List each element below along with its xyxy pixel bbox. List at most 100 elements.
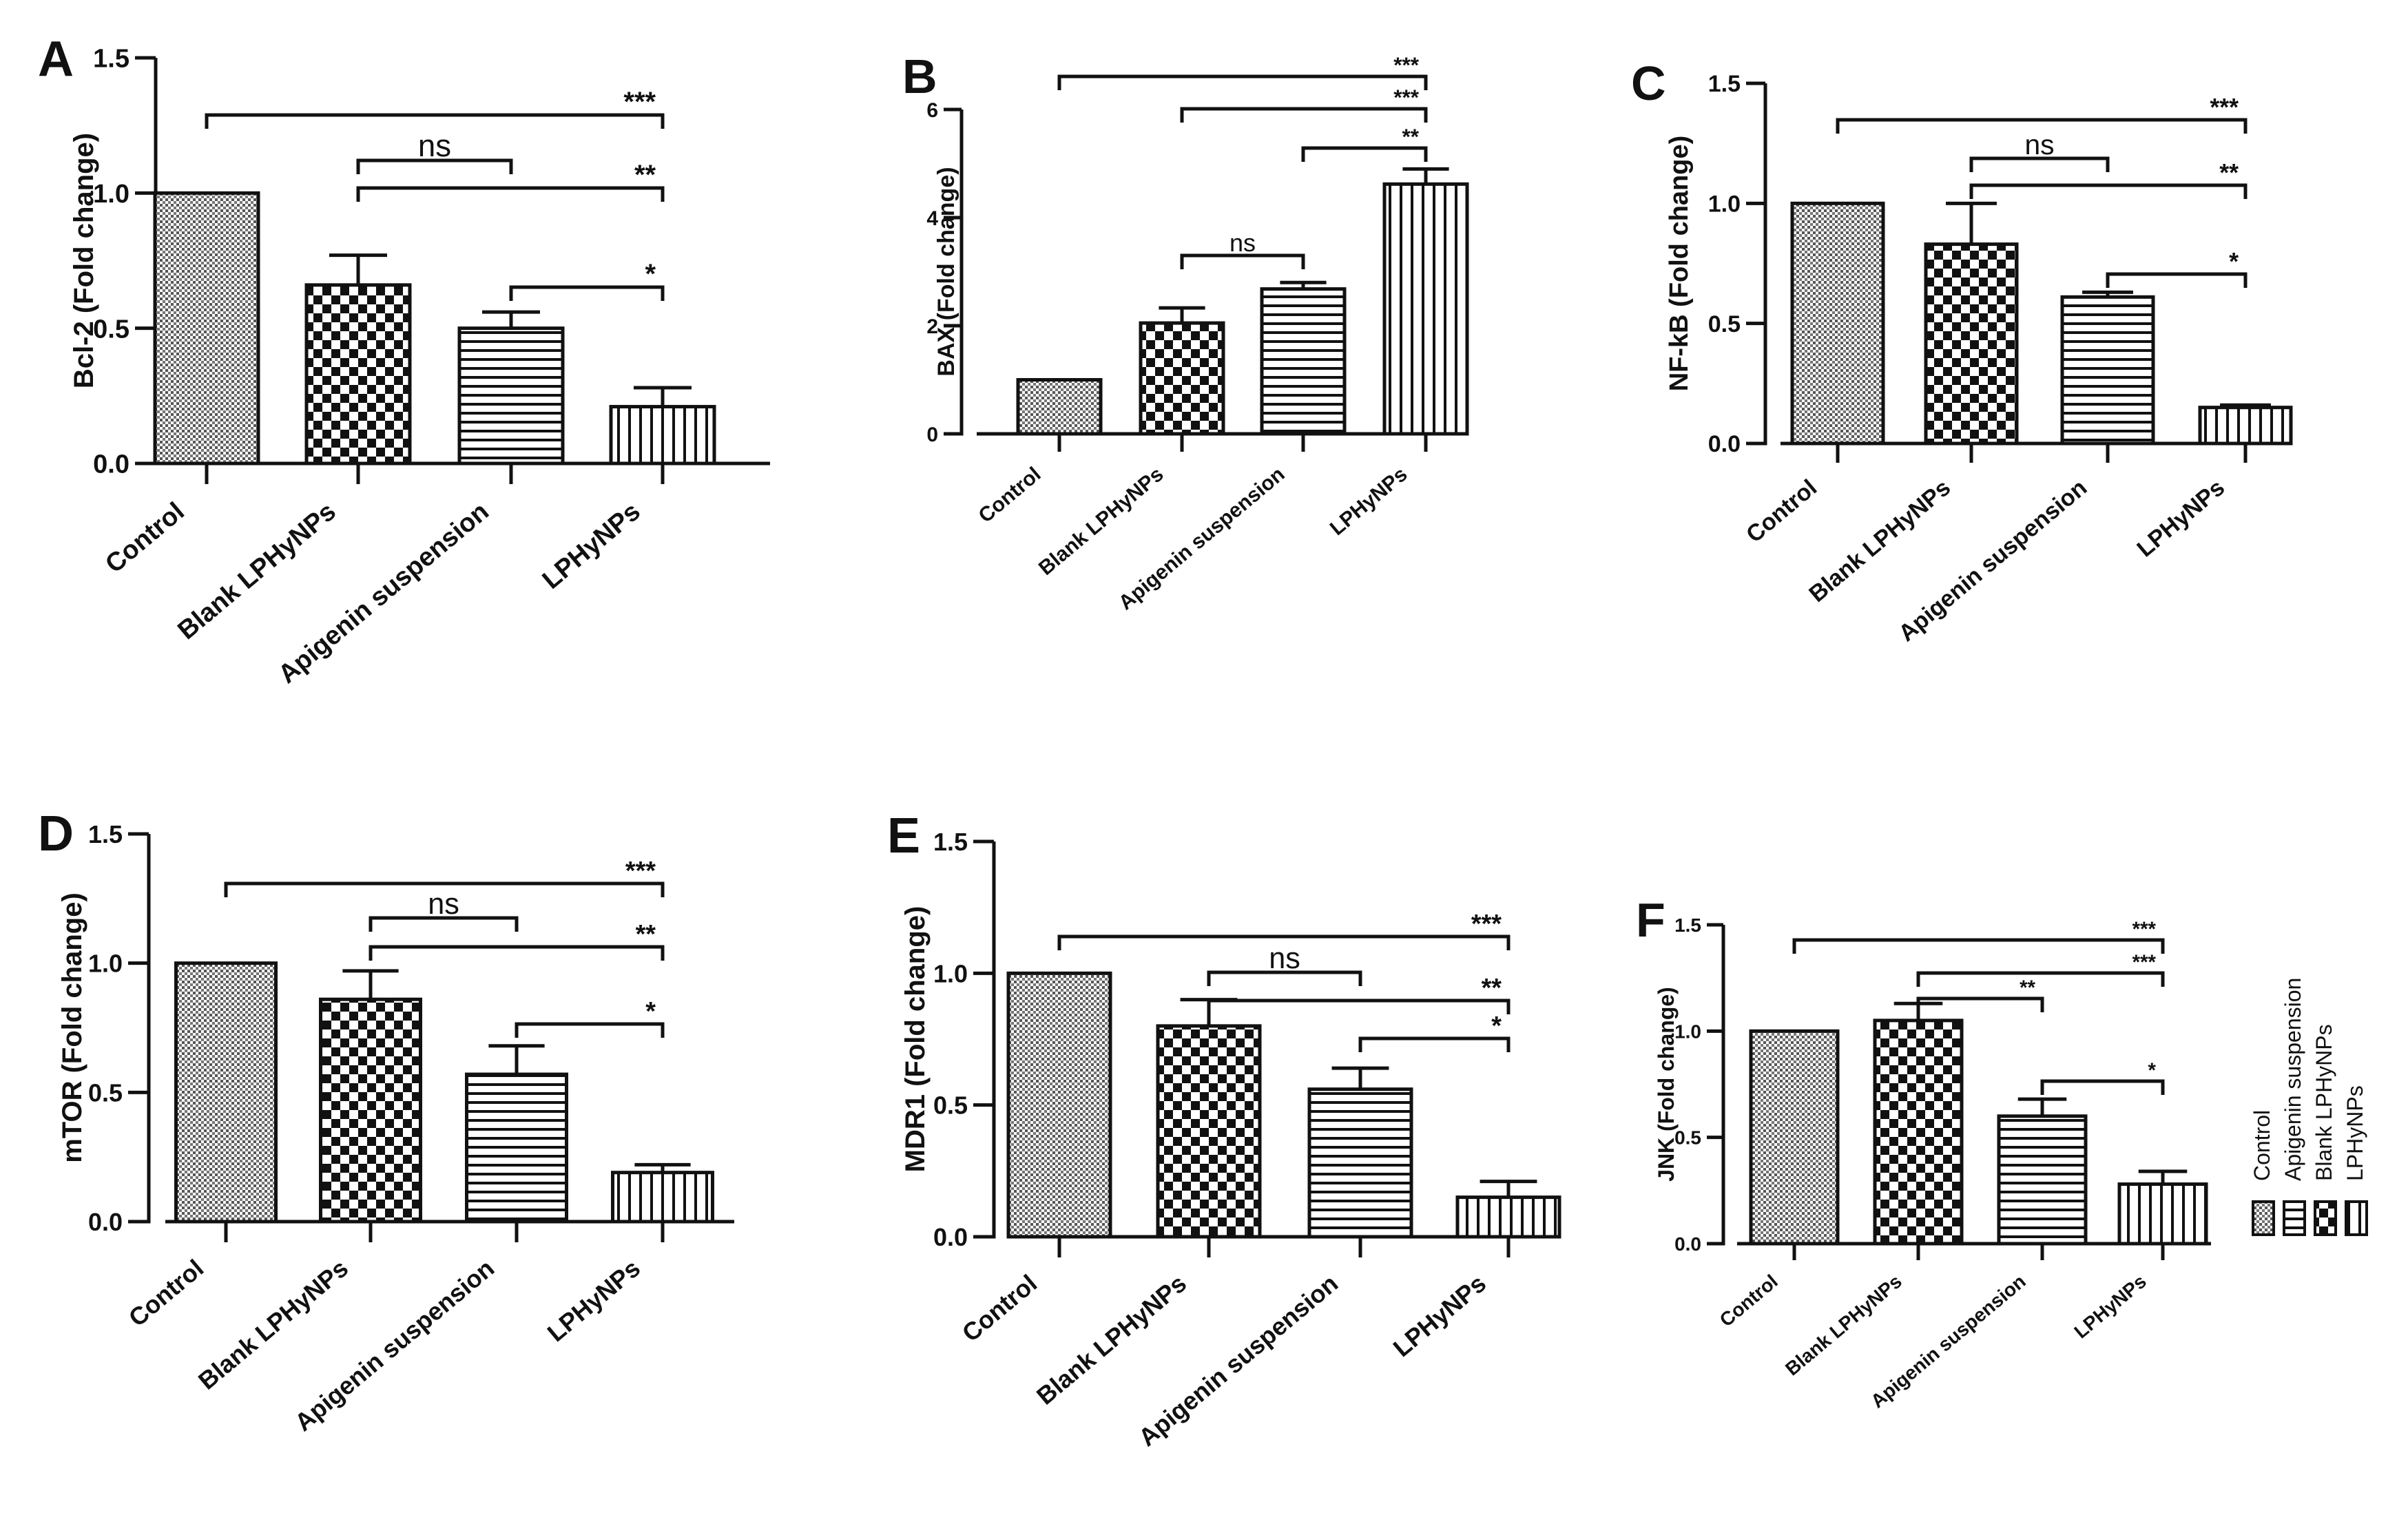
significance-label: *** — [1393, 85, 1420, 109]
significance-label: * — [1491, 1012, 1502, 1041]
significance-bracket — [369, 916, 519, 932]
bar-lphynps — [611, 1171, 714, 1224]
x-tick-label: Control — [975, 463, 1046, 527]
significance-label: *** — [2210, 94, 2239, 121]
y-tick-label: 1.5 — [1674, 914, 1701, 936]
y-tick-label: 6 — [926, 99, 938, 122]
significance-label: * — [645, 259, 656, 289]
legend-label: Blank LPHyNPs — [2312, 1024, 2336, 1181]
significance-bracket — [1792, 938, 2165, 954]
bar-apigenin — [457, 326, 565, 466]
legend: Control Apigenin suspension Blank LPHyNPs L… — [2250, 978, 2368, 1236]
bar-lphynps — [1455, 1195, 1561, 1239]
y-tick-label: 0.0 — [933, 1223, 968, 1251]
x-tick-label: LPHyNPs — [537, 497, 646, 595]
significance-label: ** — [636, 920, 656, 949]
bar-lphynps — [2198, 406, 2293, 446]
significance-label: ** — [1482, 974, 1502, 1003]
legend-label: Apigenin suspension — [2281, 978, 2305, 1181]
x-tick-label: Blank LPHyNPs — [193, 1254, 353, 1395]
y-tick-label: 4 — [926, 207, 938, 230]
panel-letter: B — [902, 50, 937, 103]
y-tick-label: 1.0 — [93, 180, 129, 209]
panel-d: D 0.0 0.5 1.0 1.5 mTOR (Fold change) ControlBl… — [38, 806, 734, 1436]
y-tick-label: 0.5 — [933, 1091, 968, 1120]
x-tick-label: Control — [100, 497, 189, 579]
legend-swatch-lphynps — [2345, 1200, 2368, 1236]
panel-letter: D — [38, 806, 74, 861]
x-tick-label: LPHyNPs — [542, 1254, 646, 1348]
panel-a: A 0.0 0.5 1.0 1.5 Bcl-2 (Fold change) ControlB… — [38, 32, 770, 689]
bar-lphynps — [2117, 1182, 2208, 1246]
y-tick-label: 0.5 — [1674, 1127, 1701, 1149]
y-tick-label: 0.0 — [88, 1208, 123, 1236]
significance-bracket — [1057, 934, 1511, 950]
bar-blank — [1156, 1024, 1262, 1239]
significance-bracket — [205, 113, 665, 129]
x-tick-label: Blank LPHyNPs — [172, 497, 341, 645]
legend-label: Control — [2250, 1110, 2274, 1181]
panel-letter: C — [1631, 56, 1666, 110]
panel-e: E 0.0 0.5 1.0 1.5 MDR1 (Fold change) ControlBl… — [887, 808, 1561, 1452]
y-tick-label: 1.0 — [1674, 1021, 1701, 1042]
y-tick-label: 0.5 — [88, 1078, 123, 1107]
significance-bracket — [1301, 146, 1428, 162]
bar-blank — [304, 283, 412, 466]
bar-blank — [319, 997, 422, 1224]
y-tick-label: 1.0 — [88, 950, 123, 978]
y-axis-label: mTOR (Fold change) — [57, 892, 87, 1163]
legend-swatch-control — [2252, 1200, 2275, 1236]
bar-apigenin — [1997, 1114, 2088, 1246]
significance-bracket — [369, 945, 665, 961]
bar-control — [1749, 1029, 1840, 1246]
significance-label: ** — [2219, 159, 2239, 187]
significance-bracket — [1057, 74, 1428, 90]
significance-bracket — [1207, 999, 1511, 1014]
legend-swatch-blank — [2314, 1200, 2337, 1236]
y-axis-label: NF-kB (Fold change) — [1665, 136, 1694, 392]
y-axis-label: BAX (Fold change) — [933, 167, 959, 376]
significance-bracket — [356, 158, 513, 174]
y-tick-label: 0.5 — [1708, 311, 1741, 337]
bar-lphynps — [1382, 182, 1469, 436]
panel-f: F 0.0 0.5 1.0 1.5 JNK (Fold change) Control Bla… — [1636, 893, 2211, 1412]
y-tick-label: 2 — [926, 315, 938, 338]
x-tick-label: LPHyNPs — [1388, 1269, 1492, 1363]
x-tick-label: LPHyNPs — [1326, 463, 1412, 540]
bar-control — [174, 961, 278, 1224]
y-tick-label: 0 — [926, 424, 938, 446]
panel-letter: F — [1636, 893, 1665, 947]
y-tick-label: 0.0 — [1674, 1233, 1701, 1255]
bar-lphynps — [609, 405, 716, 466]
significance-bracket — [356, 186, 665, 202]
significance-bracket — [1207, 970, 1362, 986]
significance-label: ** — [1402, 124, 1419, 149]
significance-label: *** — [2132, 951, 2157, 974]
x-tick-label: Control — [957, 1269, 1042, 1348]
panel-c: C 0.0 0.5 1.0 1.5 NF-kB (Fold change) ControlB… — [1631, 56, 2293, 647]
significance-label: ns — [2024, 129, 2054, 160]
significance-bracket — [515, 1022, 665, 1038]
significance-label: * — [2148, 1059, 2157, 1082]
significance-label: * — [2229, 248, 2239, 275]
panel-letter: E — [887, 808, 920, 864]
x-tick-label: Blank LPHyNPs — [1781, 1271, 1906, 1380]
bar-control — [1006, 971, 1112, 1239]
significance-bracket — [1180, 107, 1428, 123]
significance-label: *** — [2132, 918, 2157, 941]
x-tick-label: Control — [123, 1254, 209, 1332]
significance-bracket — [509, 285, 665, 301]
bar-blank — [1873, 1018, 1964, 1246]
significance-label: ** — [634, 160, 656, 190]
x-tick-label: Control — [1716, 1271, 1782, 1331]
y-tick-label: 1.5 — [93, 45, 129, 74]
bar-apigenin — [1260, 287, 1347, 436]
significance-bracket — [1969, 183, 2248, 199]
significance-label: *** — [623, 87, 656, 117]
significance-label: ** — [2020, 976, 2035, 999]
y-tick-label: 1.0 — [1708, 191, 1741, 218]
significance-label: ns — [428, 888, 459, 921]
bar-blank — [1924, 242, 2019, 446]
